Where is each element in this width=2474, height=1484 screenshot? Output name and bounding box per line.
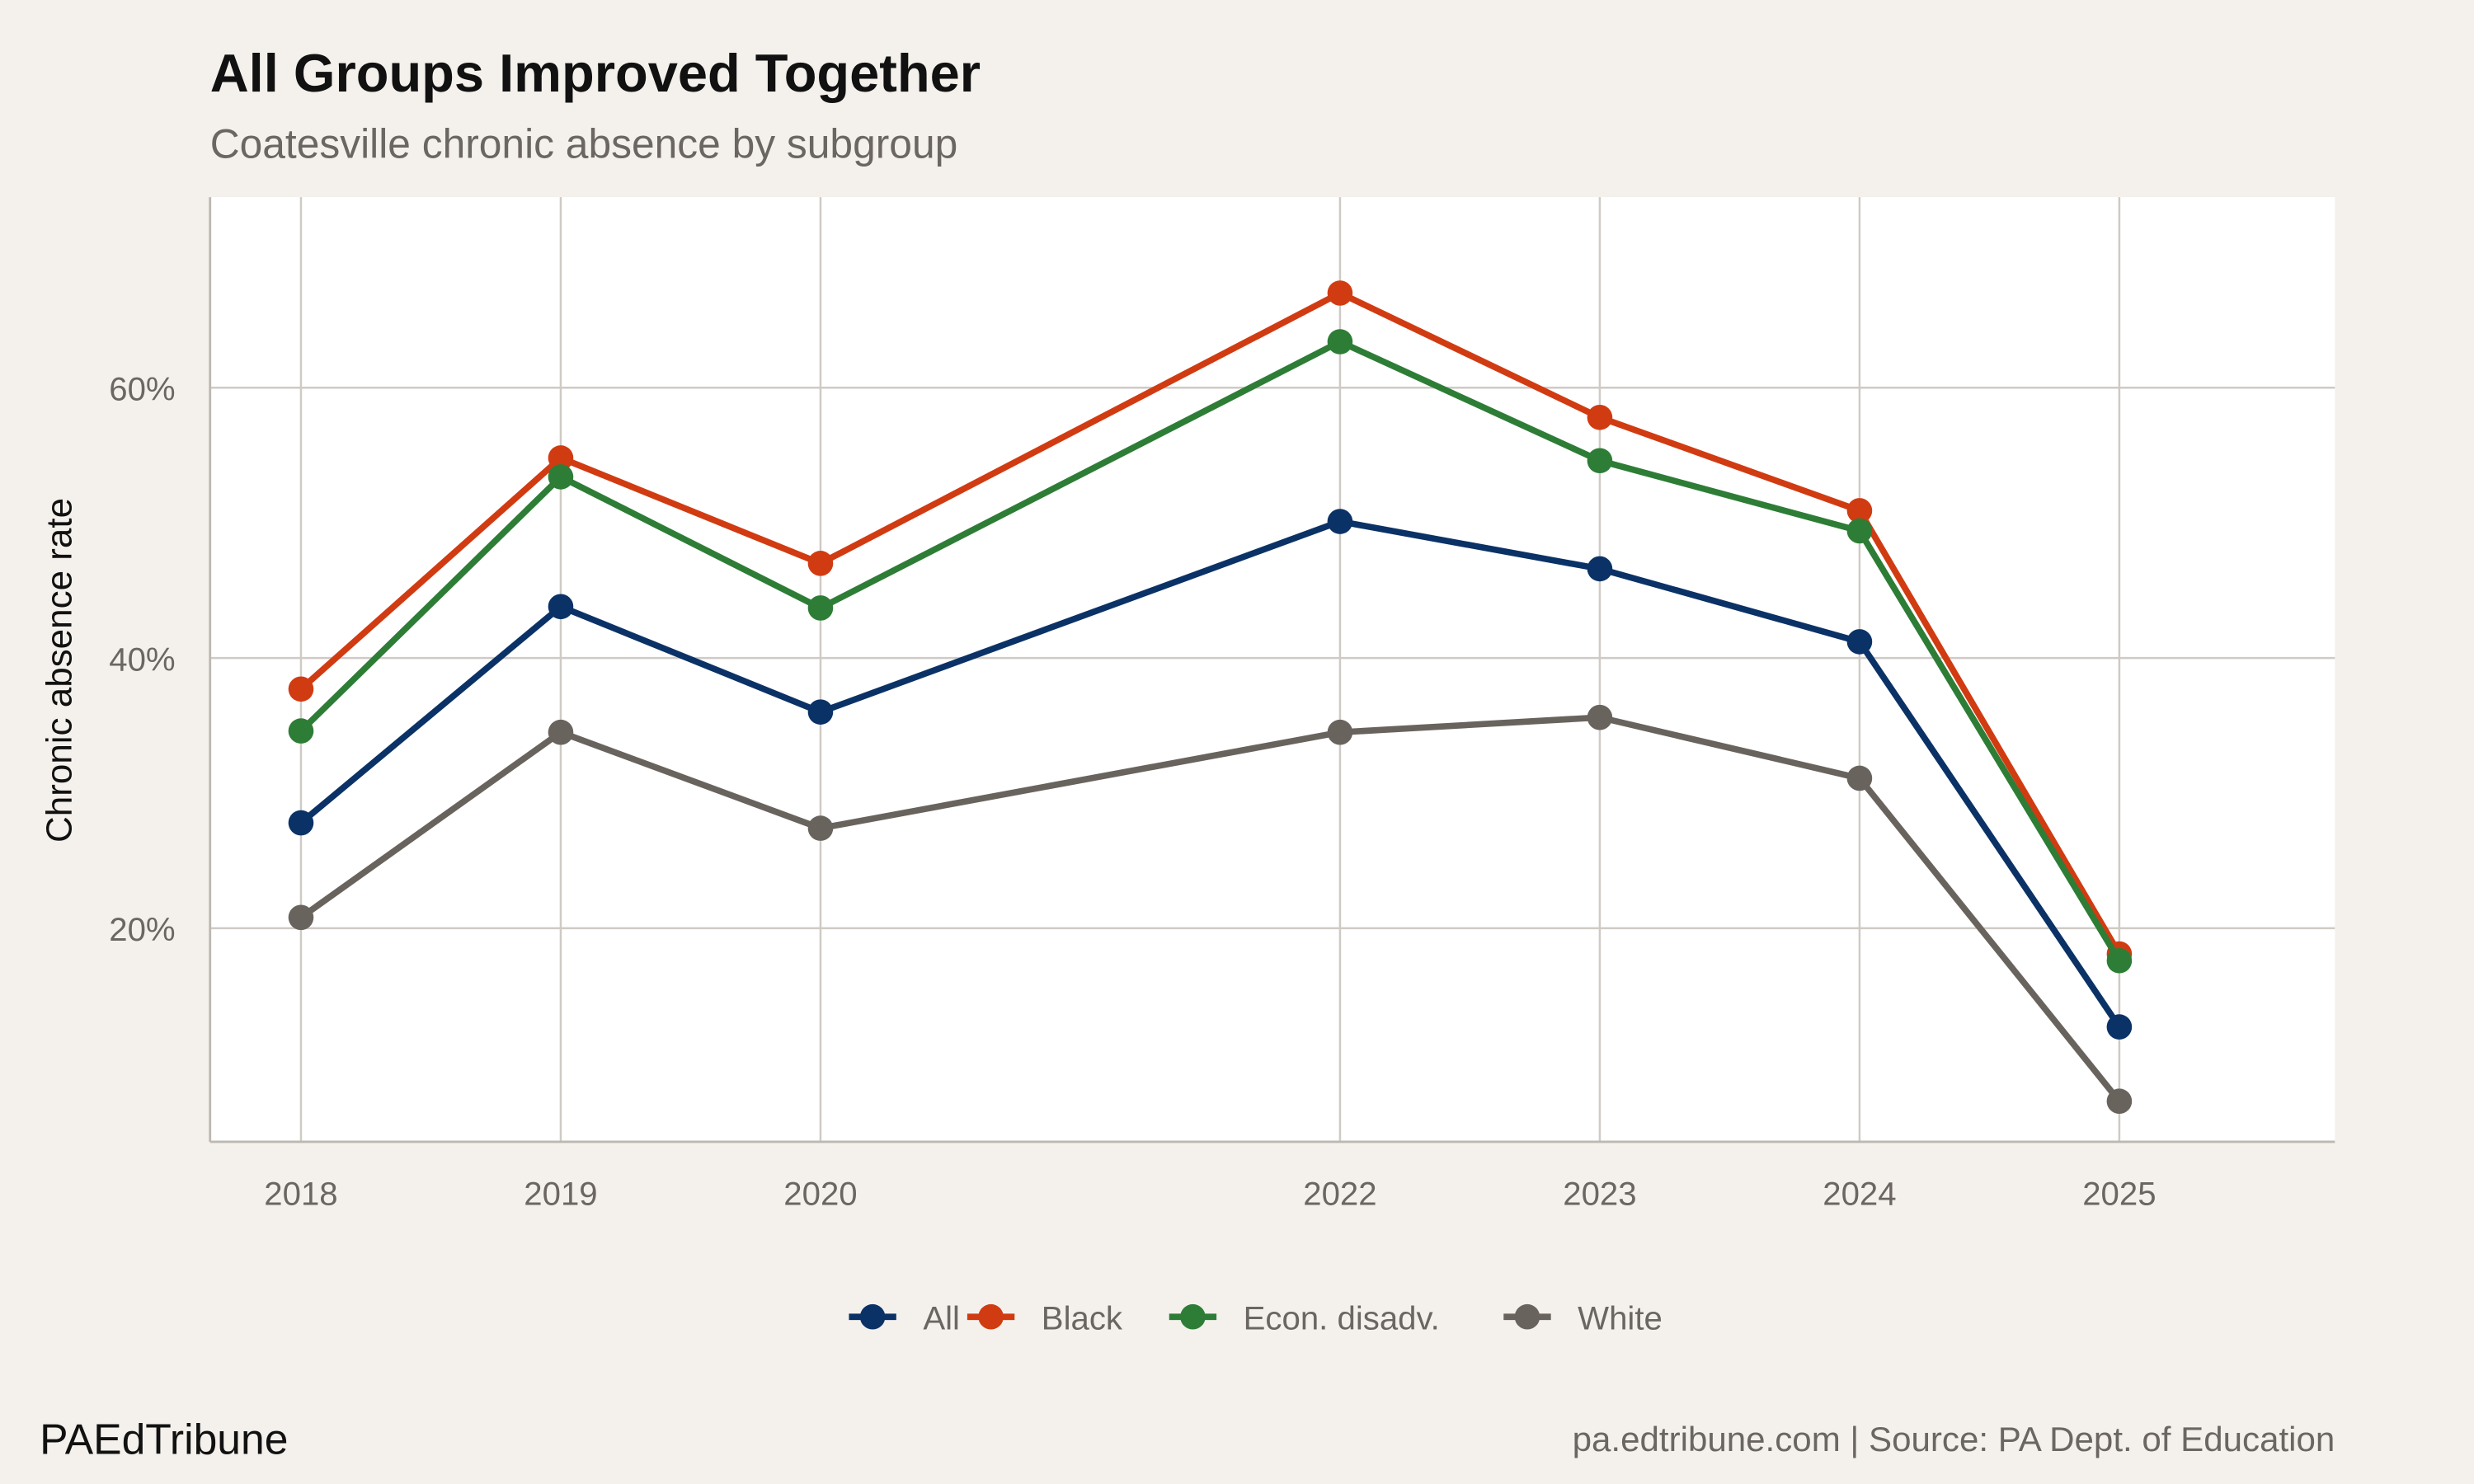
data-point	[1327, 509, 1353, 534]
data-point	[288, 676, 314, 702]
data-point	[548, 445, 574, 471]
legend-item: Black	[967, 1300, 1123, 1337]
x-tick-label: 2020	[783, 1175, 857, 1212]
legend-label: Black	[1042, 1300, 1123, 1337]
x-tick-label: 2022	[1303, 1175, 1376, 1212]
x-tick-label: 2019	[524, 1175, 597, 1212]
y-tick-label: 20%	[109, 911, 175, 948]
y-tick-label: 40%	[109, 641, 175, 678]
x-tick-label: 2024	[1823, 1175, 1896, 1212]
data-point	[807, 551, 834, 576]
series-white	[288, 704, 2133, 1115]
legend-label: All	[923, 1300, 960, 1337]
legend-swatch-dot	[1180, 1303, 1206, 1330]
legend-item: White	[1503, 1300, 1663, 1337]
legend-swatch-dot	[978, 1303, 1004, 1330]
data-point	[1846, 498, 1873, 524]
legend-item: Econ. disadv.	[1169, 1300, 1440, 1337]
data-point	[1587, 704, 1613, 730]
data-point	[1587, 404, 1613, 430]
data-point	[807, 699, 834, 725]
data-point	[807, 815, 834, 841]
data-point	[548, 594, 574, 620]
brand-label: PAEdTribune	[40, 1416, 288, 1463]
data-point	[1327, 280, 1353, 306]
legend: All Black Econ. disadv. White	[849, 1300, 1663, 1337]
data-point	[2106, 1088, 2133, 1115]
y-tick-label: 60%	[109, 371, 175, 408]
data-point	[1587, 556, 1613, 582]
legend-label: White	[1578, 1300, 1663, 1337]
y-axis-label: Chronic absence rate	[39, 498, 79, 843]
data-point	[2106, 947, 2133, 974]
chart-title: All Groups Improved Together	[210, 43, 981, 103]
data-point	[2106, 1014, 2133, 1040]
gridlines	[209, 197, 2335, 1142]
data-point	[1846, 518, 1873, 544]
x-tick-label: 2025	[2082, 1175, 2156, 1212]
data-point	[288, 810, 314, 836]
data-point	[1327, 719, 1353, 745]
legend-swatch-dot	[859, 1303, 886, 1330]
data-point	[548, 719, 574, 745]
y-tick-labels: 20% 40% 60%	[109, 371, 175, 949]
data-point	[1846, 629, 1873, 655]
x-tick-labels: 2018 2019 2020 2022 2023 2024 2025	[264, 1175, 2156, 1212]
data-point	[807, 595, 834, 621]
source-label: pa.edtribune.com | Source: PA Dept. of E…	[1573, 1420, 2335, 1458]
legend-label: Econ. disadv.	[1244, 1300, 1440, 1337]
series-group	[288, 280, 2133, 1115]
x-tick-label: 2023	[1563, 1175, 1636, 1212]
plot-area	[209, 197, 2335, 1142]
data-point	[1587, 448, 1613, 474]
series-all	[288, 509, 2133, 1040]
data-point	[288, 718, 314, 744]
data-point	[548, 464, 574, 490]
data-point	[1846, 765, 1873, 791]
series-econ-disadv-	[288, 329, 2133, 974]
legend-item: All	[849, 1300, 960, 1337]
chart-subtitle: Coatesville chronic absence by subgroup	[210, 120, 958, 167]
legend-swatch-dot	[1514, 1303, 1540, 1330]
x-tick-label: 2018	[264, 1175, 337, 1212]
data-point	[288, 904, 314, 931]
data-point	[1327, 329, 1353, 355]
